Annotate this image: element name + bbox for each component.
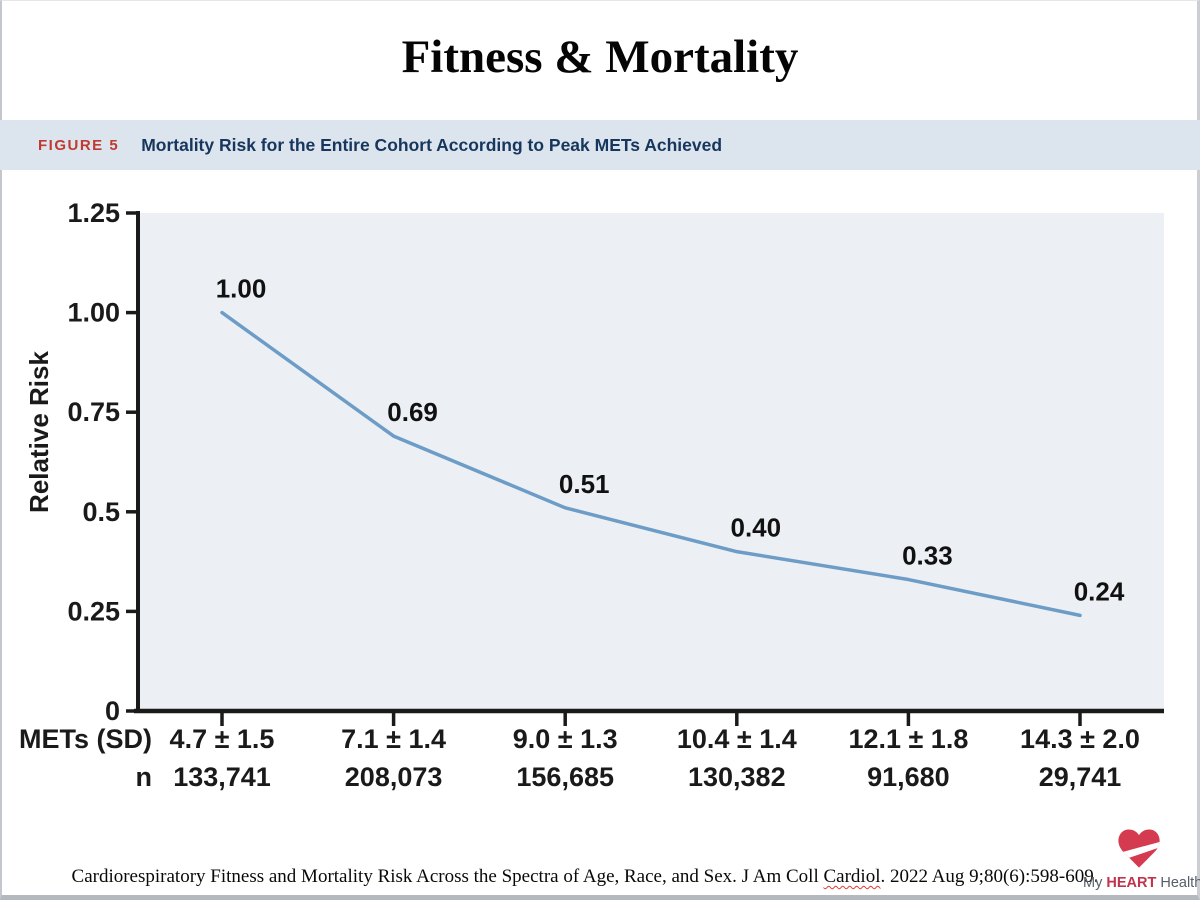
point-value-label: 1.00 — [216, 274, 267, 304]
point-value-label: 0.51 — [559, 469, 610, 499]
x-row-value: 156,685 — [516, 762, 614, 792]
risk-line-series — [220, 310, 1082, 618]
y-axis-title: Relative Risk — [24, 351, 54, 513]
logo-word-health: Health — [1156, 875, 1200, 891]
citation-text: Cardiorespiratory Fitness and Mortality … — [0, 866, 1170, 888]
citation-suffix: . 2022 Aug 9;80(6):598-609. — [880, 866, 1099, 887]
citation-prefix: Cardiorespiratory Fitness and Mortality … — [71, 866, 824, 887]
x-row-value: 91,680 — [867, 762, 950, 792]
x-row-value: 9.0 ± 1.3 — [513, 724, 618, 754]
logo-wordmark: My HEART Health — [1083, 875, 1200, 891]
x-row-value: 10.4 ± 1.4 — [677, 724, 797, 754]
y-tick-label: 0.75 — [67, 397, 120, 427]
point-value-label: 0.40 — [730, 513, 781, 543]
y-tick-label: 0.25 — [67, 596, 120, 626]
y-tick-label: 0 — [105, 696, 120, 726]
y-tick-label: 1.00 — [67, 298, 120, 328]
point-value-label: 0.69 — [387, 397, 438, 427]
figure-number-label: FIGURE 5 — [38, 136, 120, 154]
point-value-label: 0.24 — [1074, 576, 1125, 606]
x-row-header: n — [136, 762, 153, 792]
x-row-value: 4.7 ± 1.5 — [170, 724, 275, 754]
y-tick-label: 0.5 — [82, 497, 120, 527]
plot-area — [138, 213, 1164, 711]
logo-word-my: My — [1083, 875, 1107, 891]
citation-misspelled-word: Cardiol — [823, 866, 881, 887]
point-value-label: 0.33 — [902, 541, 953, 571]
x-row-value: 133,741 — [173, 762, 271, 792]
x-row-value: 12.1 ± 1.8 — [848, 724, 968, 754]
x-row-value: 130,382 — [688, 762, 786, 792]
heart-icon — [1118, 829, 1160, 868]
y-tick-label: 1.25 — [67, 198, 120, 228]
my-heart-health-logo: My HEART Health — [1083, 827, 1200, 891]
figure-header-bar: FIGURE 5 Mortality Risk for the Entire C… — [0, 120, 1200, 170]
x-row-header: METs (SD) — [19, 724, 152, 754]
x-row-value: 29,741 — [1039, 762, 1122, 792]
mortality-risk-line-chart: 1.25 1.00 0.75 0.5 0.25 0 Relative Risk 1.00 0.6… — [19, 198, 1164, 792]
x-row-value: 14.3 ± 2.0 — [1020, 724, 1140, 754]
logo-word-heart: HEART — [1106, 875, 1157, 891]
figure-title: Mortality Risk for the Entire Cohort Acc… — [141, 134, 723, 155]
x-row-value: 7.1 ± 1.4 — [341, 724, 446, 754]
x-row-value: 208,073 — [345, 762, 443, 792]
page-title: Fitness & Mortality — [401, 31, 799, 83]
